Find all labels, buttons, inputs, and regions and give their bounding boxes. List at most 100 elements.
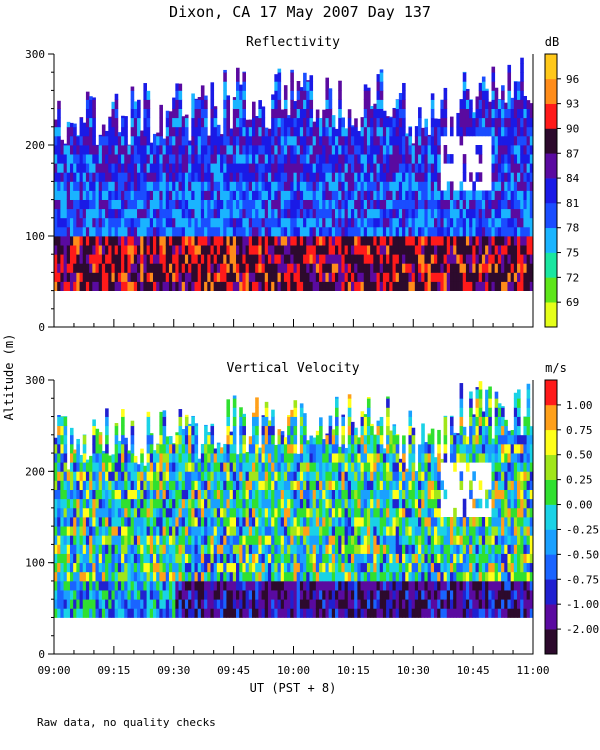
- heatmap-cell: [287, 135, 291, 146]
- heatmap-cell: [101, 124, 106, 128]
- heatmap-cell: [57, 272, 61, 282]
- heatmap-cell: [57, 471, 61, 481]
- heatmap-cell: [223, 163, 227, 173]
- heatmap-cell: [245, 172, 250, 182]
- heatmap-cell: [290, 163, 294, 173]
- heatmap-cell: [197, 544, 202, 554]
- heatmap-cell: [95, 236, 100, 246]
- heatmap-cell: [370, 208, 374, 219]
- heatmap-cell: [315, 453, 320, 463]
- heatmap-cell: [335, 208, 339, 219]
- heatmap-cell: [434, 281, 438, 291]
- heatmap-cell: [200, 471, 205, 481]
- heatmap-cell: [485, 263, 489, 273]
- heatmap-cell: [130, 608, 135, 618]
- heatmap-cell: [204, 117, 208, 128]
- heatmap-cell: [258, 535, 262, 545]
- heatmap-cell: [114, 208, 119, 219]
- heatmap-cell: [57, 100, 61, 109]
- heatmap-cell: [168, 163, 173, 173]
- heatmap-cell: [481, 263, 486, 273]
- heatmap-cell: [66, 208, 71, 219]
- heatmap-cell: [95, 580, 100, 591]
- heatmap-cell: [251, 507, 256, 518]
- heatmap-cell: [306, 236, 310, 246]
- heatmap-cell: [149, 535, 154, 545]
- reflectivity-heatmap: [54, 57, 534, 291]
- heatmap-cell: [271, 453, 275, 463]
- heatmap-cell: [430, 181, 435, 191]
- heatmap-cell: [418, 145, 422, 155]
- heatmap-cell: [507, 254, 512, 264]
- heatmap-cell: [379, 72, 384, 82]
- heatmap-cell: [242, 135, 246, 146]
- heatmap-cell: [529, 135, 534, 146]
- heatmap-cell: [149, 199, 154, 210]
- heatmap-cell: [258, 599, 262, 609]
- heatmap-cell: [92, 181, 96, 191]
- heatmap-cell: [382, 126, 387, 137]
- heatmap-cell: [60, 526, 64, 536]
- heatmap-cell: [213, 489, 218, 500]
- heatmap-cell: [159, 108, 163, 119]
- heatmap-cell: [226, 580, 231, 591]
- heatmap-cell: [526, 181, 531, 191]
- heatmap-cell: [315, 272, 320, 282]
- heatmap-cell: [200, 462, 205, 472]
- heatmap-cell: [188, 526, 192, 536]
- heatmap-cell: [175, 489, 179, 500]
- heatmap-cell: [494, 163, 499, 173]
- heatmap-cell: [386, 116, 390, 119]
- heatmap-cell: [475, 245, 480, 255]
- heatmap-cell: [172, 498, 176, 509]
- heatmap-cell: [114, 425, 119, 436]
- heatmap-cell: [520, 172, 524, 182]
- heatmap-cell: [497, 272, 502, 282]
- heatmap-cell: [79, 126, 84, 137]
- heatmap-cell: [226, 608, 231, 618]
- heatmap-cell: [137, 471, 141, 481]
- heatmap-cell: [213, 517, 218, 527]
- heatmap-cell: [191, 544, 195, 554]
- heatmap-cell: [66, 507, 71, 518]
- heatmap-cell: [79, 236, 84, 246]
- heatmap-cell: [325, 90, 330, 100]
- heatmap-cell: [501, 85, 505, 91]
- heatmap-cell: [437, 254, 441, 264]
- heatmap-cell: [255, 434, 259, 445]
- heatmap-cell: [178, 108, 183, 119]
- heatmap-cell: [494, 272, 499, 282]
- heatmap-cell: [188, 599, 192, 609]
- heatmap-cell: [210, 217, 215, 228]
- heatmap-cell: [73, 123, 77, 128]
- heatmap-cell: [465, 236, 470, 246]
- heatmap-cell: [248, 599, 253, 609]
- heatmap-cell: [236, 163, 240, 173]
- heatmap-cell: [85, 608, 90, 618]
- heatmap-cell: [121, 571, 125, 582]
- heatmap-cell: [63, 453, 68, 463]
- heatmap-cell: [507, 81, 512, 91]
- heatmap-cell: [299, 403, 304, 408]
- y-axis-label: Altitude (m): [2, 334, 16, 421]
- y-tick-label: 300: [25, 48, 45, 61]
- heatmap-cell: [236, 81, 240, 91]
- heatmap-cell: [133, 117, 138, 128]
- heatmap-cell: [220, 135, 224, 146]
- heatmap-cell: [73, 245, 77, 255]
- heatmap-cell: [245, 181, 250, 191]
- heatmap-cell: [338, 190, 342, 200]
- heatmap-cell: [165, 453, 170, 463]
- heatmap-cell: [427, 263, 432, 273]
- heatmap-cell: [341, 272, 345, 282]
- heatmap-cell: [526, 226, 531, 237]
- heatmap-cell: [251, 199, 256, 210]
- heatmap-cell: [76, 263, 80, 273]
- heatmap-cell: [137, 263, 141, 273]
- heatmap-cell: [54, 226, 58, 237]
- heatmap-cell: [184, 236, 189, 246]
- heatmap-cell: [312, 190, 317, 200]
- heatmap-cell: [245, 507, 250, 518]
- heatmap-cell: [98, 135, 103, 146]
- heatmap-cell: [485, 88, 489, 91]
